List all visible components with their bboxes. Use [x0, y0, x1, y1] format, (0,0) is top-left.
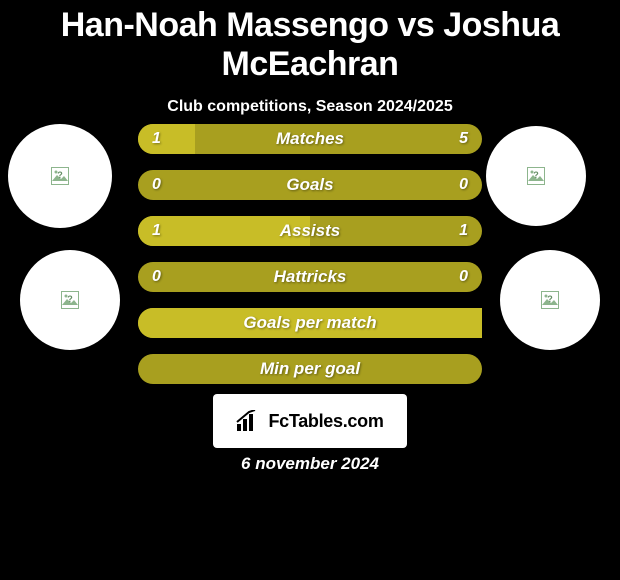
- stat-value-right: 5: [459, 130, 468, 148]
- stat-row-min-per-goal: Min per goal: [138, 354, 482, 384]
- brand-main: Tables: [289, 411, 343, 431]
- stat-row-hattricks: 0 Hattricks 0: [138, 262, 482, 292]
- stat-row-matches: 1 Matches 5: [138, 124, 482, 154]
- placeholder-icon: ?: [527, 167, 545, 185]
- stat-label: Hattricks: [274, 267, 347, 287]
- chart-icon: [236, 410, 262, 432]
- player2-avatar: ?: [486, 126, 586, 226]
- stat-value-left: 0: [152, 176, 161, 194]
- team2-avatar: ?: [500, 250, 600, 350]
- placeholder-icon: ?: [51, 167, 69, 185]
- svg-text:?: ?: [67, 294, 73, 304]
- brand-logo: FcTables.com: [213, 394, 407, 448]
- subtitle: Club competitions, Season 2024/2025: [0, 98, 620, 116]
- stat-value-right: 0: [459, 268, 468, 286]
- stat-label: Assists: [280, 221, 340, 241]
- stat-row-goals-per-match: Goals per match: [138, 308, 482, 338]
- svg-text:?: ?: [547, 294, 553, 304]
- brand-prefix: Fc: [268, 411, 288, 431]
- bar-fill-left: [138, 124, 195, 154]
- stat-value-left: 1: [152, 130, 161, 148]
- stat-label: Matches: [276, 129, 344, 149]
- stat-label: Goals: [286, 175, 333, 195]
- placeholder-icon: ?: [541, 291, 559, 309]
- stat-label: Goals per match: [243, 313, 376, 333]
- stat-value-left: 1: [152, 222, 161, 240]
- svg-text:?: ?: [57, 170, 63, 180]
- team1-avatar: ?: [20, 250, 120, 350]
- stat-bars: 1 Matches 5 0 Goals 0 1 Assists 1 0 Hatt…: [138, 124, 482, 400]
- stat-value-right: 0: [459, 176, 468, 194]
- svg-text:?: ?: [533, 170, 539, 180]
- stat-value-left: 0: [152, 268, 161, 286]
- player1-avatar: ?: [8, 124, 112, 228]
- brand-suffix: .com: [343, 411, 384, 431]
- stat-value-right: 1: [459, 222, 468, 240]
- comparison-card: Han-Noah Massengo vs Joshua McEachran Cl…: [0, 0, 620, 580]
- stat-label: Min per goal: [260, 359, 360, 379]
- footer-date: 6 november 2024: [0, 454, 620, 474]
- stat-row-goals: 0 Goals 0: [138, 170, 482, 200]
- brand-text: FcTables.com: [268, 411, 383, 432]
- stat-row-assists: 1 Assists 1: [138, 216, 482, 246]
- page-title: Han-Noah Massengo vs Joshua McEachran: [0, 0, 620, 84]
- placeholder-icon: ?: [61, 291, 79, 309]
